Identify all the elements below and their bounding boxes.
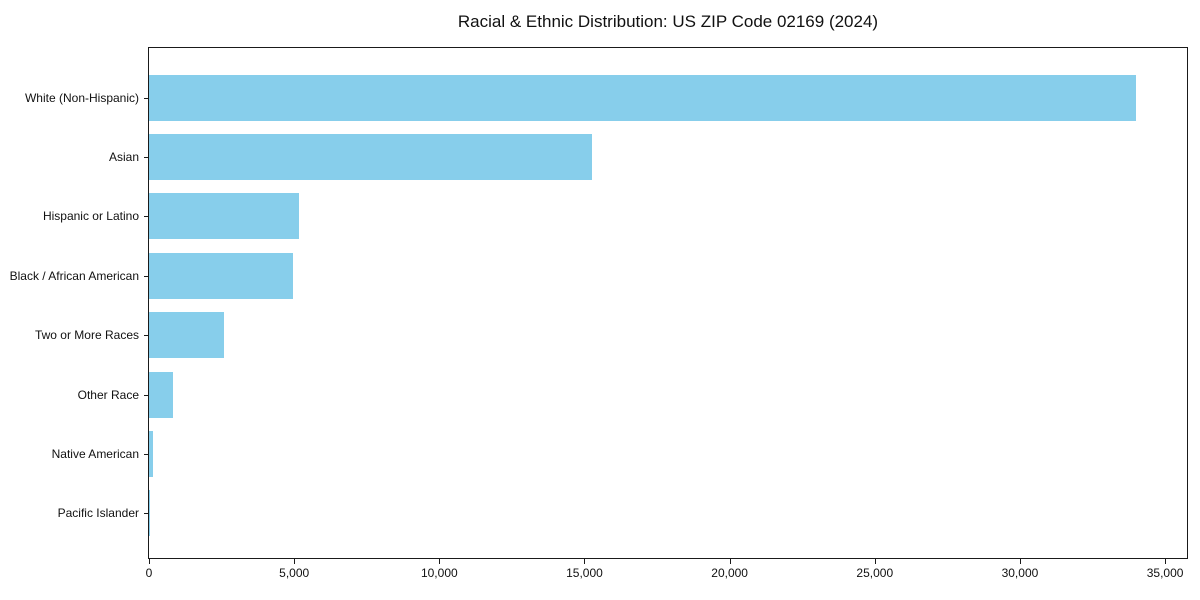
- x-tick-mark: [1165, 559, 1166, 564]
- bar-pacific-islander: [149, 490, 150, 537]
- chart-title: Racial & Ethnic Distribution: US ZIP Cod…: [457, 12, 879, 31]
- x-tick-label-20000: 20,000: [711, 566, 748, 580]
- y-label-two-or-more-races: Two or More Races: [34, 328, 139, 343]
- y-label-other-race: Other Race: [77, 387, 139, 402]
- y-tick-mark: [144, 98, 149, 99]
- y-tick-mark: [144, 276, 149, 277]
- y-label-asian: Asian: [108, 149, 139, 164]
- x-tick-mark: [875, 559, 876, 564]
- bar-other-race: [149, 371, 174, 418]
- x-tick-label-0: 0: [145, 566, 153, 580]
- x-tick-mark: [584, 559, 585, 564]
- y-tick-mark: [144, 216, 149, 217]
- x-tick-label-30000: 30,000: [1001, 566, 1039, 580]
- x-tick-mark: [439, 559, 440, 564]
- x-tick-mark: [730, 559, 731, 564]
- x-tick-label-15000: 15,000: [566, 566, 603, 580]
- bar-white-non-hispanic: [149, 74, 1137, 121]
- bar-two-or-more-races: [149, 312, 225, 359]
- x-tick-mark: [1020, 559, 1021, 564]
- y-label-native-american: Native American: [51, 446, 139, 461]
- x-tick-label-5000: 5,000: [279, 566, 310, 580]
- y-label-white-non-hispanic: White (Non-Hispanic): [24, 90, 139, 105]
- bar-native-american: [149, 430, 154, 477]
- bar-asian: [149, 133, 592, 180]
- y-tick-mark: [144, 513, 149, 514]
- y-label-hispanic-or-latino: Hispanic or Latino: [42, 209, 139, 224]
- x-tick-mark: [149, 559, 150, 564]
- bar-hispanic-or-latino: [149, 193, 299, 240]
- y-tick-mark: [144, 335, 149, 336]
- y-label-black-african-american: Black / African American: [9, 268, 139, 283]
- y-label-pacific-islander: Pacific Islander: [57, 506, 139, 521]
- y-tick-mark: [144, 454, 149, 455]
- y-tick-mark: [144, 157, 149, 158]
- plot-area: [148, 47, 1188, 559]
- x-tick-label-10000: 10,000: [420, 566, 458, 580]
- bar-black-african-american: [149, 252, 293, 299]
- x-tick-label-35000: 35,000: [1146, 566, 1184, 580]
- x-tick-mark: [294, 559, 295, 564]
- x-tick-label-25000: 25,000: [856, 566, 894, 580]
- y-tick-mark: [144, 395, 149, 396]
